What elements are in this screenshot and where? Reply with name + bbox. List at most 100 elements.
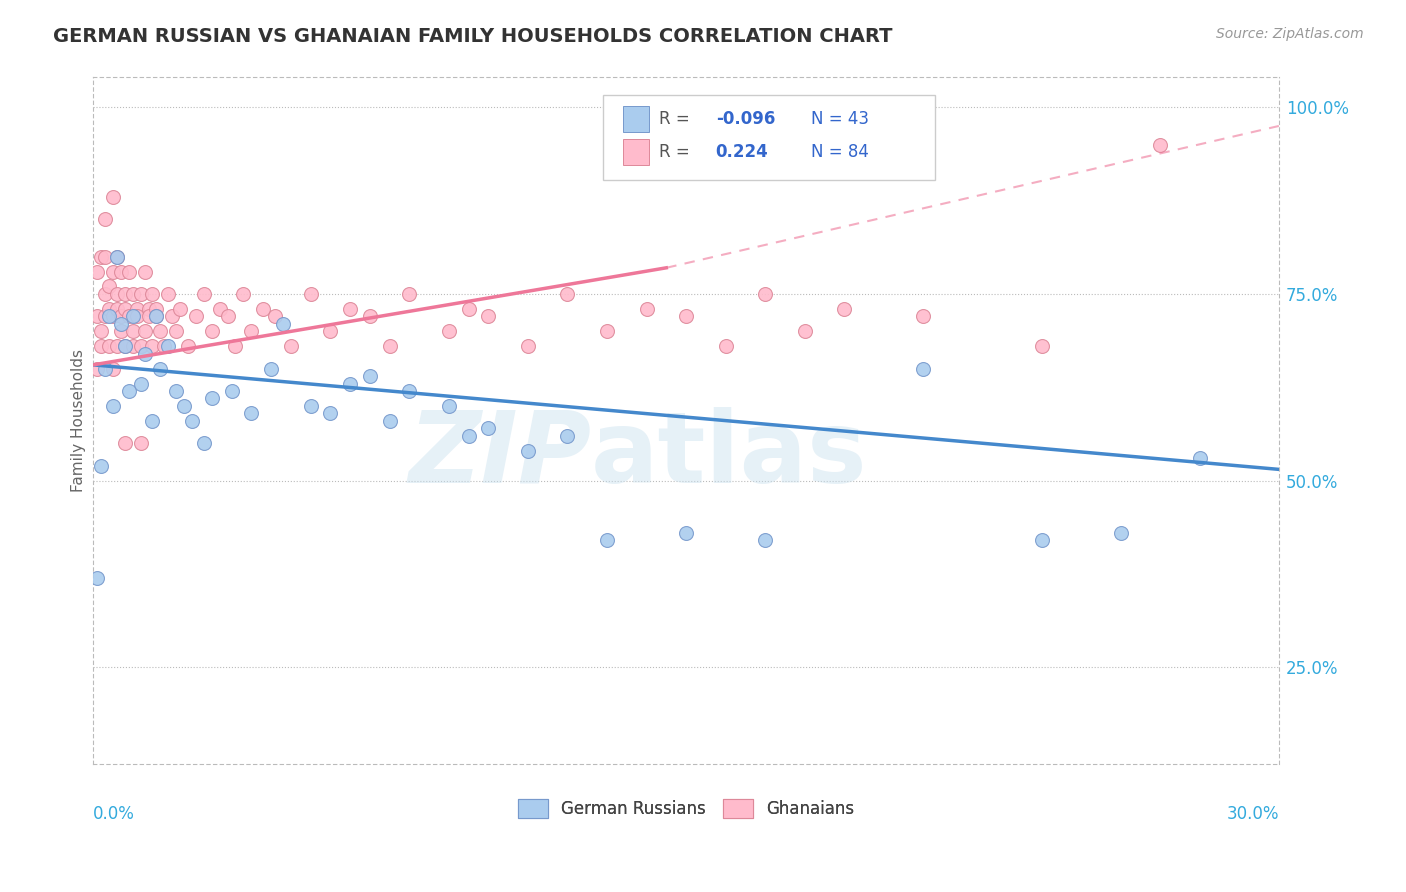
- Point: [477, 310, 499, 324]
- Point: [1031, 339, 1053, 353]
- Point: [141, 414, 163, 428]
- Point: [110, 310, 132, 324]
- Point: [114, 436, 136, 450]
- Point: [169, 301, 191, 316]
- Point: [86, 361, 108, 376]
- Text: 0.0%: 0.0%: [93, 805, 135, 823]
- Point: [457, 429, 479, 443]
- Point: [912, 310, 935, 324]
- Point: [240, 406, 263, 420]
- Point: [1188, 451, 1211, 466]
- Point: [319, 324, 342, 338]
- Point: [754, 287, 776, 301]
- Text: GERMAN RUSSIAN VS GHANAIAN FAMILY HOUSEHOLDS CORRELATION CHART: GERMAN RUSSIAN VS GHANAIAN FAMILY HOUSEH…: [53, 27, 893, 45]
- Point: [118, 264, 141, 278]
- Text: -0.096: -0.096: [716, 111, 775, 128]
- Point: [477, 421, 499, 435]
- Point: [165, 324, 187, 338]
- Point: [280, 339, 302, 353]
- Point: [138, 301, 160, 316]
- Point: [121, 310, 143, 324]
- Point: [201, 392, 224, 406]
- Point: [1149, 137, 1171, 152]
- Point: [184, 310, 207, 324]
- Point: [714, 339, 737, 353]
- Text: ZIP: ZIP: [408, 407, 591, 504]
- Point: [754, 533, 776, 548]
- Point: [141, 339, 163, 353]
- Point: [94, 212, 117, 227]
- FancyBboxPatch shape: [603, 95, 935, 180]
- Point: [378, 339, 401, 353]
- Y-axis label: Family Households: Family Households: [72, 350, 86, 492]
- Point: [90, 250, 112, 264]
- Point: [832, 301, 855, 316]
- Point: [165, 384, 187, 398]
- Point: [260, 361, 283, 376]
- Point: [118, 384, 141, 398]
- Point: [398, 287, 420, 301]
- Point: [129, 339, 152, 353]
- Point: [129, 376, 152, 391]
- Point: [596, 533, 619, 548]
- Point: [149, 361, 172, 376]
- Point: [264, 310, 287, 324]
- Point: [98, 301, 121, 316]
- Point: [101, 361, 124, 376]
- Point: [125, 310, 148, 324]
- Point: [121, 339, 143, 353]
- Bar: [623, 106, 650, 132]
- Point: [86, 264, 108, 278]
- Point: [98, 279, 121, 293]
- Point: [90, 324, 112, 338]
- Point: [636, 301, 658, 316]
- Point: [114, 339, 136, 353]
- Point: [118, 310, 141, 324]
- Point: [596, 324, 619, 338]
- Point: [339, 376, 361, 391]
- Point: [240, 324, 263, 338]
- Point: [90, 339, 112, 353]
- Point: [105, 250, 128, 264]
- Point: [299, 399, 322, 413]
- Point: [557, 287, 579, 301]
- Point: [557, 429, 579, 443]
- Point: [86, 571, 108, 585]
- Point: [129, 287, 152, 301]
- Text: N = 43: N = 43: [810, 111, 869, 128]
- Point: [1031, 533, 1053, 548]
- Point: [105, 301, 128, 316]
- Point: [114, 301, 136, 316]
- Point: [138, 310, 160, 324]
- Point: [145, 310, 167, 324]
- Point: [94, 361, 117, 376]
- Point: [98, 339, 121, 353]
- Point: [134, 346, 156, 360]
- Text: 0.224: 0.224: [716, 144, 769, 161]
- Point: [359, 310, 381, 324]
- Point: [125, 301, 148, 316]
- Point: [398, 384, 420, 398]
- Point: [457, 301, 479, 316]
- Point: [221, 384, 243, 398]
- Point: [271, 317, 294, 331]
- Point: [101, 190, 124, 204]
- Point: [86, 310, 108, 324]
- Point: [173, 399, 195, 413]
- Point: [134, 324, 156, 338]
- Point: [157, 339, 180, 353]
- Point: [193, 436, 215, 450]
- Point: [378, 414, 401, 428]
- Point: [437, 399, 460, 413]
- Point: [193, 287, 215, 301]
- Point: [98, 310, 121, 324]
- Point: [90, 458, 112, 473]
- Point: [121, 287, 143, 301]
- Point: [339, 301, 361, 316]
- Point: [208, 301, 231, 316]
- Point: [1109, 525, 1132, 540]
- Point: [110, 324, 132, 338]
- Text: 30.0%: 30.0%: [1226, 805, 1279, 823]
- Point: [675, 525, 697, 540]
- Point: [121, 324, 143, 338]
